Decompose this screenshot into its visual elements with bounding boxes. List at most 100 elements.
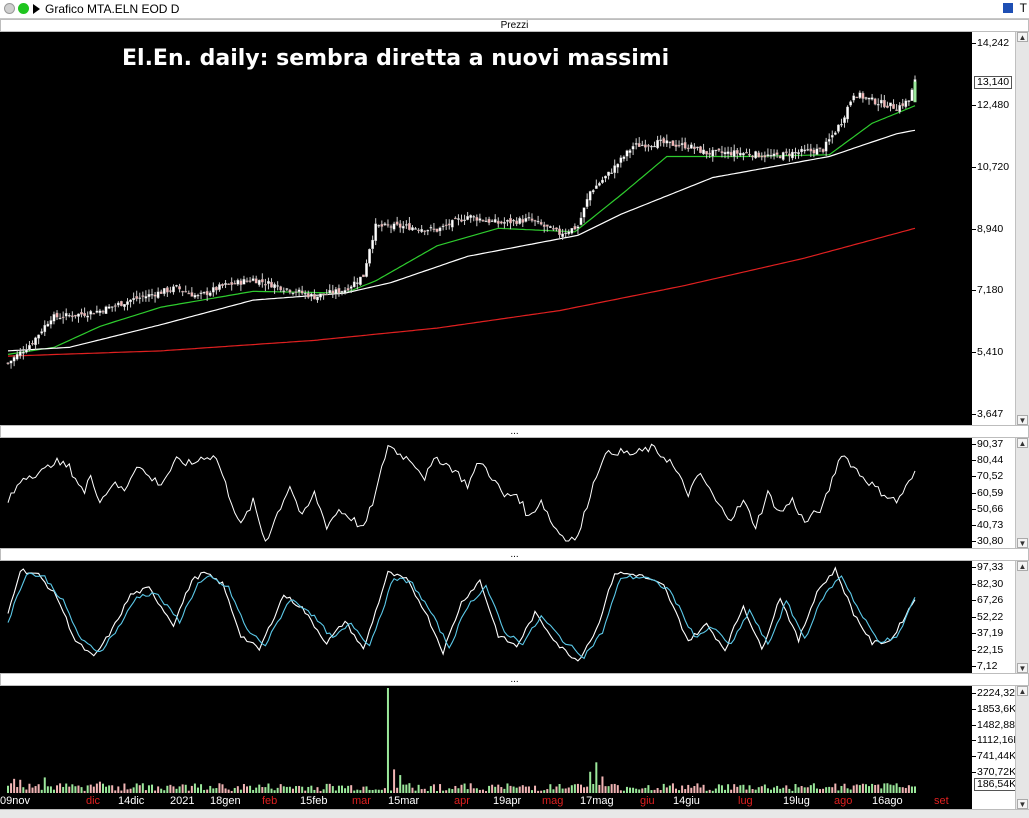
candle-body [714, 149, 718, 152]
candle-body [316, 296, 319, 301]
scroll-down-icon[interactable]: ▼ [1017, 799, 1028, 809]
volume-bar [310, 785, 313, 793]
volume-bar [249, 785, 252, 793]
volume-bar [123, 783, 126, 793]
volume-bar [95, 783, 98, 793]
price-pane[interactable] [6, 32, 972, 425]
volume-bar [16, 787, 19, 793]
stoch-pane-header-label: ... [510, 549, 519, 560]
stoch-pane-header[interactable]: ... [0, 548, 1029, 561]
candle-body [803, 149, 807, 152]
volume-bar [852, 785, 855, 793]
stoch-scrollbar[interactable]: ▲ ▼ [1015, 561, 1029, 673]
volume-bar [371, 789, 374, 793]
volume-scrollbar[interactable]: ▲ ▼ [1015, 686, 1029, 809]
volume-bar [708, 789, 711, 793]
candle-body [745, 152, 748, 154]
stoch-pane[interactable] [6, 561, 972, 673]
volume-bar [417, 784, 420, 793]
candle-body [794, 152, 797, 154]
volume-bar [276, 787, 279, 793]
volume-bar [773, 787, 776, 793]
volume-bar [377, 789, 380, 793]
candle-body [686, 147, 690, 150]
maximize-dot-icon[interactable] [18, 3, 29, 14]
date-tick-label: apr [454, 795, 470, 807]
rsi-scrollbar[interactable]: ▲ ▼ [1015, 438, 1029, 548]
scroll-down-icon[interactable]: ▼ [1017, 415, 1028, 425]
date-tick-label: mar [352, 795, 371, 807]
candle-body [582, 207, 586, 218]
candle-body [368, 248, 371, 264]
volume-bar [135, 783, 138, 793]
volume-bar [230, 790, 233, 793]
volume-bar [619, 790, 622, 793]
candle-body [205, 290, 209, 296]
volume-bar [874, 784, 877, 793]
candle-body [815, 148, 819, 155]
scroll-up-icon[interactable]: ▲ [1017, 32, 1028, 42]
volume-bar [822, 788, 825, 793]
candle-body [723, 152, 727, 155]
candle-body [282, 290, 286, 292]
volume-bar [512, 786, 515, 793]
candle-body [469, 215, 473, 218]
candle-body [573, 226, 577, 230]
volume-bar [629, 787, 632, 793]
scroll-up-icon[interactable]: ▲ [1017, 561, 1028, 571]
candle-body [355, 282, 359, 284]
price-scrollbar[interactable]: ▲ ▼ [1015, 32, 1029, 425]
candle-body [74, 314, 77, 317]
axis-tick-label: 3,647 [977, 408, 1004, 420]
candle-body [224, 283, 227, 285]
candle-body [236, 279, 240, 285]
volume-bar [439, 784, 442, 793]
candle-body [377, 225, 381, 227]
volume-bar [889, 784, 892, 793]
volume-bar [193, 783, 196, 793]
axis-tick-label: 82,30 [977, 577, 1004, 590]
candle-body [432, 228, 436, 230]
rsi-pane-header-label: ... [510, 426, 519, 437]
volume-bar [788, 788, 791, 793]
candle-body [542, 224, 546, 227]
menu-arrow-icon[interactable] [33, 4, 40, 14]
candle-body [331, 290, 335, 294]
bottom-tab-bar[interactable] [0, 809, 1029, 818]
candle-body [751, 155, 754, 158]
volume-bar [748, 785, 751, 793]
scroll-up-icon[interactable]: ▲ [1017, 438, 1028, 448]
price-left-strip [0, 32, 6, 425]
volume-bar [83, 790, 86, 793]
volume-bar [647, 785, 650, 793]
candle-body [294, 291, 298, 293]
last-candle-body [913, 81, 917, 103]
volume-bar [187, 790, 190, 793]
scroll-down-icon[interactable]: ▼ [1017, 663, 1028, 673]
volume-bar [304, 790, 307, 793]
scroll-up-icon[interactable]: ▲ [1017, 686, 1028, 696]
candle-body [70, 315, 74, 318]
candle-body [821, 149, 825, 153]
candle-body [211, 287, 215, 293]
volume-pane[interactable] [6, 686, 972, 795]
axis-tick-label: 2224,32K [977, 687, 1022, 699]
scroll-down-icon[interactable]: ▼ [1017, 538, 1028, 548]
volume-bar [711, 790, 714, 793]
window-square-icon[interactable] [1003, 3, 1013, 13]
candle-body [132, 298, 135, 301]
axis-tick-label: 741,44K [977, 750, 1017, 763]
candle-body [319, 293, 322, 298]
volume-bar [181, 784, 184, 793]
rsi-pane-header[interactable]: ... [0, 425, 1029, 438]
close-dot-icon[interactable] [4, 3, 15, 14]
volume-bar [724, 789, 727, 793]
candle-body [539, 221, 543, 225]
rsi-pane[interactable] [6, 438, 972, 548]
volume-bar [699, 787, 702, 793]
volume-bar [184, 784, 187, 793]
candle-body [738, 152, 742, 156]
volume-bar [491, 784, 494, 793]
volume-bar [573, 784, 576, 793]
candle-body [760, 155, 764, 158]
